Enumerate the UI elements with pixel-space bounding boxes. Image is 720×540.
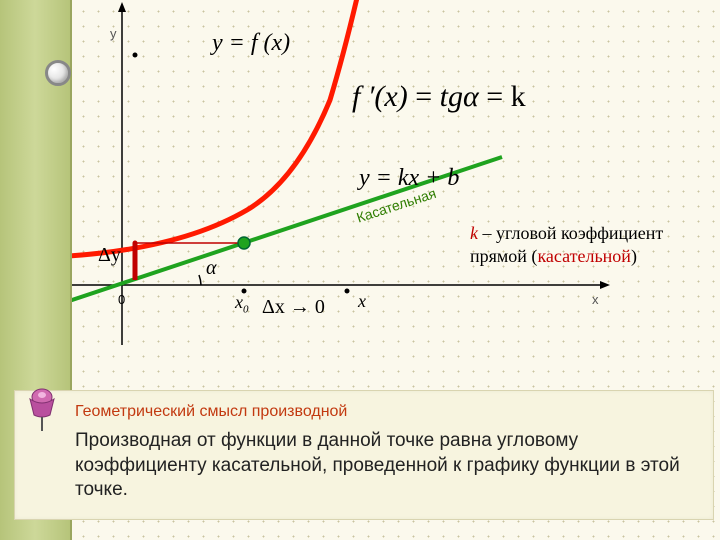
x-tick: [345, 289, 350, 294]
equation-derivative: f ′(x) = tgα = k: [352, 80, 526, 114]
k-char: k: [470, 223, 478, 243]
delta-y-label: Δy: [98, 244, 121, 267]
eq2-alpha: α: [463, 80, 479, 113]
pushpin-icon: [24, 385, 60, 433]
eq1-text: y = f (x): [212, 30, 290, 56]
k-close: ): [631, 246, 637, 266]
delta-y-text: Δy: [98, 244, 121, 266]
y-axis-label: y: [110, 26, 117, 41]
origin-label: 0: [118, 292, 125, 307]
x-axis-arrow: [600, 281, 610, 289]
k-tangent-word: касательной: [537, 246, 631, 266]
tangent-point: [238, 237, 250, 249]
caption-title: Геометрический смысл производной: [75, 403, 695, 421]
delta-x-text: Δx: [262, 296, 285, 318]
x0-sub: 0: [243, 304, 249, 316]
dy-top-dot: [133, 241, 138, 246]
equation-line: y = kx + b: [359, 165, 459, 192]
delta-x-to-zero: Δx → 0: [262, 296, 325, 319]
x0-x: x: [235, 292, 243, 312]
alpha-label: α: [206, 257, 217, 280]
y-top-dot: [133, 53, 138, 58]
caption-box: Геометрический смысл производной Произво…: [14, 390, 714, 520]
x-axis-label: x: [592, 292, 599, 307]
eq2-tg: tg: [440, 80, 463, 113]
equation-y-fx: y = f (x): [212, 30, 290, 57]
eq2-lhs: f ′(x): [352, 80, 408, 113]
y-axis-arrow: [118, 2, 126, 12]
eq2-mid: =: [408, 80, 440, 113]
x0-label: x0: [235, 292, 249, 316]
k-description: k – угловой коэффициент прямой (касатель…: [470, 222, 710, 267]
caption-body: Производная от функции в данной точке ра…: [75, 429, 695, 503]
delta-x-arrow: → 0: [285, 296, 325, 318]
binder-ring: [45, 60, 71, 86]
eq2-rhs: = k: [479, 80, 526, 113]
angle-arc: [199, 275, 201, 285]
slide-content: y x 0 y = f (x) f ′(x) = tgα = k y = kx …: [72, 0, 720, 540]
x-point-label: x: [358, 291, 366, 312]
